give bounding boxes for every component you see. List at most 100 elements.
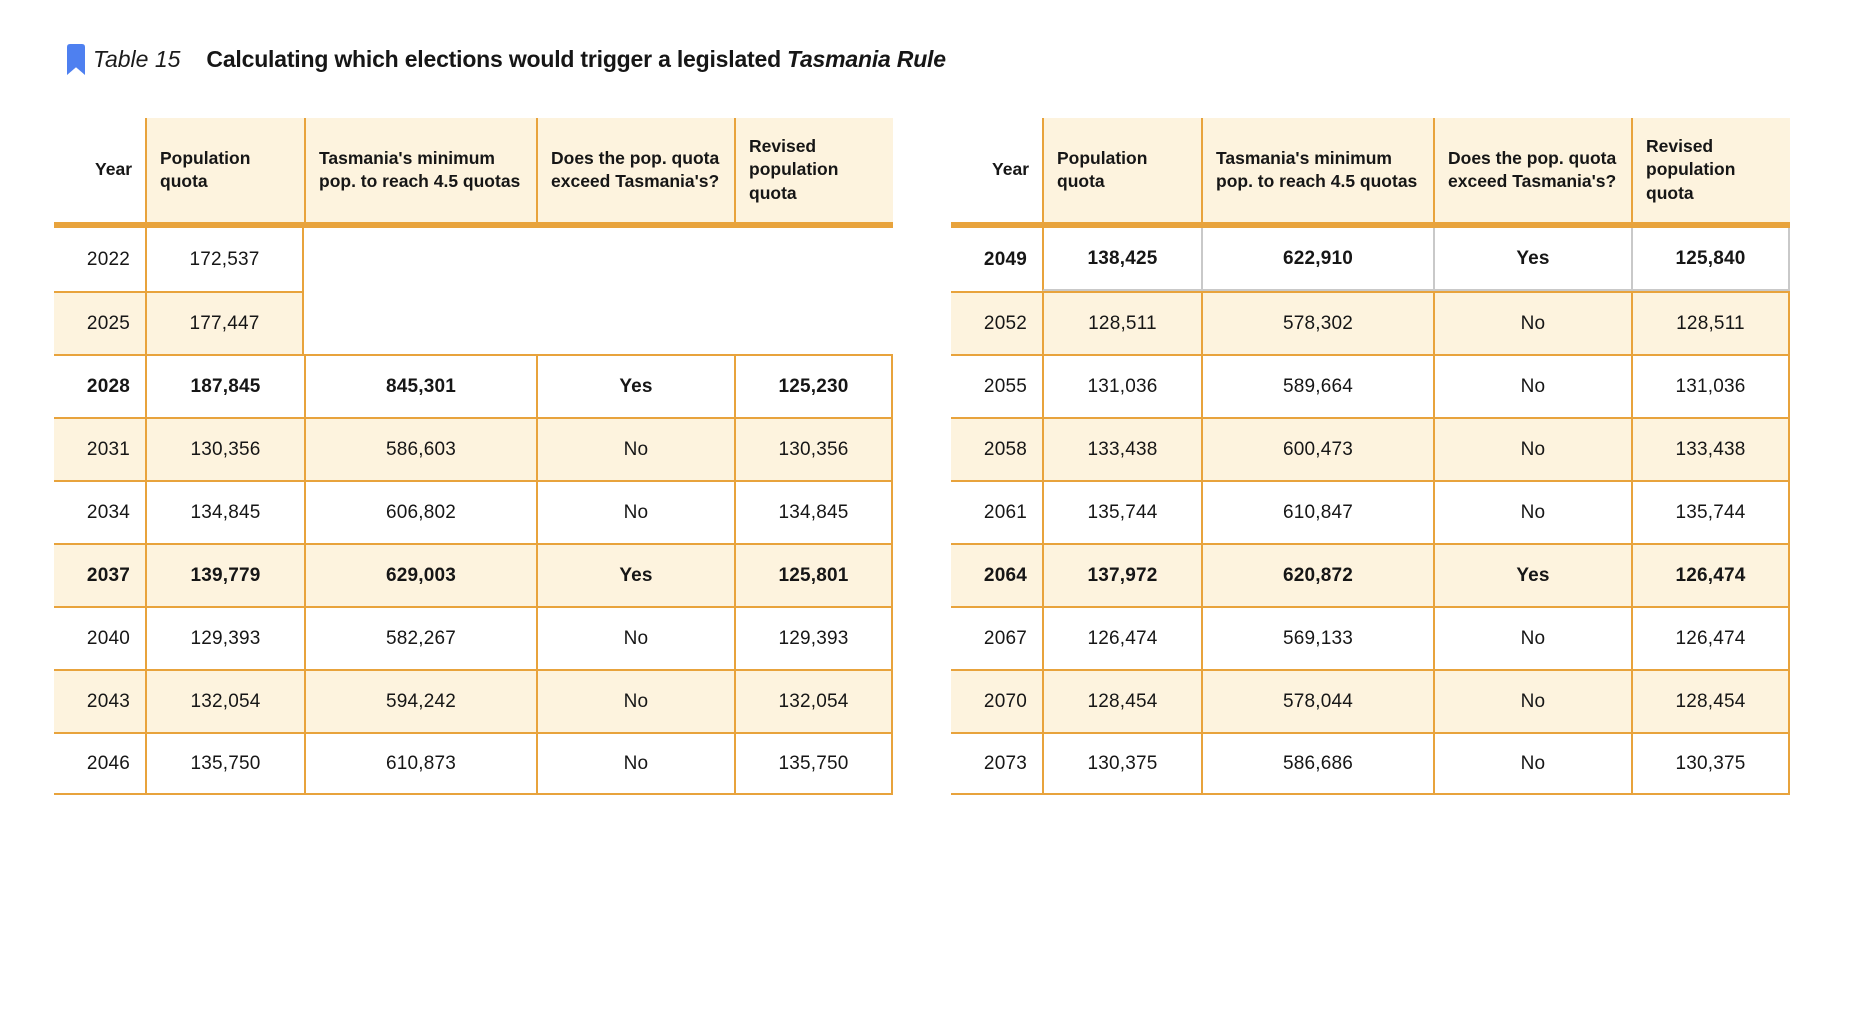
table-row: 2037 139,779 629,003 Yes 125,801 bbox=[54, 543, 893, 606]
population_quota-cell: 135,750 bbox=[145, 732, 304, 795]
table-row: 2052 128,511 578,302 No 128,511 bbox=[951, 291, 1790, 354]
exceeds-cell: Yes bbox=[1433, 228, 1631, 291]
bookmark-icon bbox=[67, 44, 85, 75]
column-header-exceeds: Does the pop. quota exceed Tasmania's? bbox=[1433, 118, 1631, 228]
table-row: 2025 177,447 bbox=[54, 291, 893, 354]
revised-cell: 133,438 bbox=[1631, 417, 1790, 480]
revised-cell: 134,845 bbox=[734, 480, 893, 543]
min_pop-cell: 578,044 bbox=[1201, 669, 1433, 732]
exceeds-cell: Yes bbox=[536, 354, 734, 417]
year-cell: 2031 bbox=[54, 417, 145, 480]
table-row: 2022 172,537 bbox=[54, 228, 893, 291]
table-row: 2031 130,356 586,603 No 130,356 bbox=[54, 417, 893, 480]
table-row: 2028 187,845 845,301 Yes 125,230 bbox=[54, 354, 893, 417]
exceeds-cell: No bbox=[1433, 291, 1631, 354]
page-title: Calculating which elections would trigge… bbox=[206, 46, 946, 73]
column-header-revised: Revised population quota bbox=[1631, 118, 1790, 228]
min_pop-cell: 622,910 bbox=[1201, 228, 1433, 291]
table-row: 2040 129,393 582,267 No 129,393 bbox=[54, 606, 893, 669]
exceeds-cell: No bbox=[1433, 732, 1631, 795]
revised-cell: 125,840 bbox=[1631, 228, 1790, 291]
min_pop-cell: 610,873 bbox=[304, 732, 536, 795]
exceeds-cell: No bbox=[1433, 354, 1631, 417]
exceeds-cell: No bbox=[536, 417, 734, 480]
title-emphasis: Tasmania Rule bbox=[786, 46, 946, 72]
year-cell: 2034 bbox=[54, 480, 145, 543]
table-row: 2064 137,972 620,872 Yes 126,474 bbox=[951, 543, 1790, 606]
table-row: 2046 135,750 610,873 No 135,750 bbox=[54, 732, 893, 795]
table-row: 2067 126,474 569,133 No 126,474 bbox=[951, 606, 1790, 669]
year-cell: 2022 bbox=[54, 228, 145, 291]
year-cell: 2061 bbox=[951, 480, 1042, 543]
min_pop-cell: 600,473 bbox=[1201, 417, 1433, 480]
min_pop-cell: 620,872 bbox=[1201, 543, 1433, 606]
revised-cell: 135,744 bbox=[1631, 480, 1790, 543]
population_quota-cell: 131,036 bbox=[1042, 354, 1201, 417]
min_pop-cell: 606,802 bbox=[304, 480, 536, 543]
elections-table-left: Year Population quota Tasmania's minimum p… bbox=[54, 118, 893, 795]
column-header-population_quota: Population quota bbox=[1042, 118, 1201, 228]
revised-cell: 125,230 bbox=[734, 354, 893, 417]
revised-cell: 130,375 bbox=[1631, 732, 1790, 795]
exceeds-cell: Yes bbox=[1433, 543, 1631, 606]
title-text: Calculating which elections would trigge… bbox=[206, 46, 781, 72]
population_quota-cell: 133,438 bbox=[1042, 417, 1201, 480]
revised-cell bbox=[734, 228, 893, 291]
year-cell: 2070 bbox=[951, 669, 1042, 732]
min_pop-cell: 586,603 bbox=[304, 417, 536, 480]
exceeds-cell: No bbox=[1433, 480, 1631, 543]
year-cell: 2064 bbox=[951, 543, 1042, 606]
revised-cell: 126,474 bbox=[1631, 606, 1790, 669]
year-cell: 2025 bbox=[54, 291, 145, 354]
population_quota-cell: 126,474 bbox=[1042, 606, 1201, 669]
year-cell: 2073 bbox=[951, 732, 1042, 795]
column-header-year: Year bbox=[951, 118, 1042, 228]
exceeds-cell: No bbox=[1433, 669, 1631, 732]
min_pop-cell: 586,686 bbox=[1201, 732, 1433, 795]
column-header-year: Year bbox=[54, 118, 145, 228]
year-cell: 2043 bbox=[54, 669, 145, 732]
population_quota-cell: 138,425 bbox=[1042, 228, 1201, 291]
exceeds-cell bbox=[536, 228, 734, 291]
table-row: 2058 133,438 600,473 No 133,438 bbox=[951, 417, 1790, 480]
year-cell: 2046 bbox=[54, 732, 145, 795]
exceeds-cell: No bbox=[536, 480, 734, 543]
table-row: 2055 131,036 589,664 No 131,036 bbox=[951, 354, 1790, 417]
population_quota-cell: 130,356 bbox=[145, 417, 304, 480]
revised-cell: 131,036 bbox=[1631, 354, 1790, 417]
year-cell: 2049 bbox=[951, 228, 1042, 291]
table-row: 2034 134,845 606,802 No 134,845 bbox=[54, 480, 893, 543]
header-row: Year Population quota Tasmania's minimum p… bbox=[951, 118, 1790, 228]
table-row: 2070 128,454 578,044 No 128,454 bbox=[951, 669, 1790, 732]
min_pop-cell: 594,242 bbox=[304, 669, 536, 732]
table-row: 2073 130,375 586,686 No 130,375 bbox=[951, 732, 1790, 795]
min_pop-cell: 610,847 bbox=[1201, 480, 1433, 543]
table-row: 2049 138,425 622,910 Yes 125,840 bbox=[951, 228, 1790, 291]
min_pop-cell: 845,301 bbox=[304, 354, 536, 417]
population_quota-cell: 128,511 bbox=[1042, 291, 1201, 354]
year-cell: 2028 bbox=[54, 354, 145, 417]
exceeds-cell: No bbox=[536, 606, 734, 669]
exceeds-cell: No bbox=[536, 732, 734, 795]
column-header-revised: Revised population quota bbox=[734, 118, 893, 228]
revised-cell: 128,511 bbox=[1631, 291, 1790, 354]
population_quota-cell: 129,393 bbox=[145, 606, 304, 669]
revised-cell: 132,054 bbox=[734, 669, 893, 732]
exceeds-cell: No bbox=[1433, 606, 1631, 669]
column-header-exceeds: Does the pop. quota exceed Tasmania's? bbox=[536, 118, 734, 228]
min_pop-cell: 578,302 bbox=[1201, 291, 1433, 354]
exceeds-cell bbox=[536, 291, 734, 354]
population_quota-cell: 177,447 bbox=[145, 291, 304, 354]
population_quota-cell: 187,845 bbox=[145, 354, 304, 417]
header-row: Year Population quota Tasmania's minimum p… bbox=[54, 118, 893, 228]
revised-cell bbox=[734, 291, 893, 354]
table-number: Table 15 bbox=[93, 46, 181, 72]
elections-table-right: Year Population quota Tasmania's minimum p… bbox=[951, 118, 1790, 795]
revised-cell: 129,393 bbox=[734, 606, 893, 669]
year-cell: 2037 bbox=[54, 543, 145, 606]
year-cell: 2040 bbox=[54, 606, 145, 669]
min_pop-cell bbox=[304, 228, 536, 291]
exceeds-cell: Yes bbox=[536, 543, 734, 606]
year-cell: 2058 bbox=[951, 417, 1042, 480]
table-row: 2061 135,744 610,847 No 135,744 bbox=[951, 480, 1790, 543]
